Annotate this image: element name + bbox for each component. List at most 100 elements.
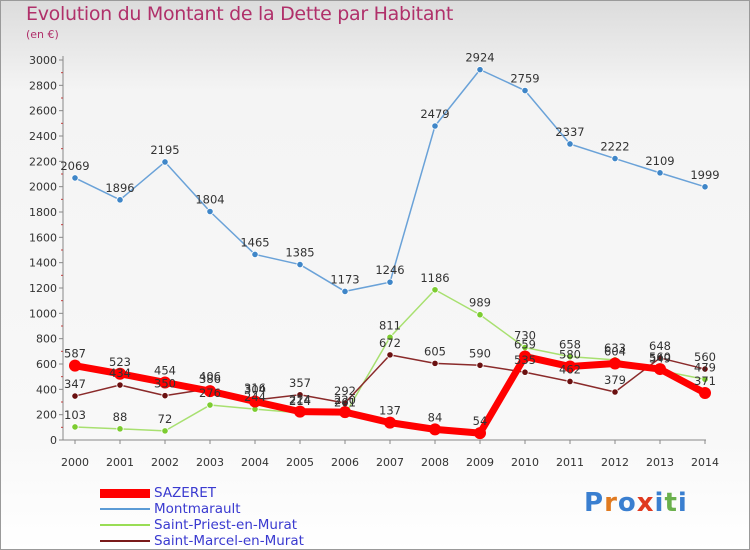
y-tick-label: 3000: [29, 54, 57, 67]
data-label: 347: [64, 377, 86, 391]
data-label: 2924: [465, 51, 494, 65]
x-tick-label: 2013: [646, 456, 674, 469]
data-label: 2195: [150, 143, 179, 157]
data-point: [71, 174, 79, 182]
y-tick-label: 600: [36, 358, 57, 371]
data-label: 633: [604, 341, 626, 355]
data-point: [71, 423, 79, 431]
data-label: 587: [64, 347, 86, 361]
data-label: 244: [244, 390, 266, 404]
chart-subtitle: (en €): [26, 28, 59, 41]
data-point: [566, 353, 574, 361]
y-tick-label: 1200: [29, 282, 57, 295]
series-line-1: [74, 68, 706, 293]
data-label: 84: [428, 410, 443, 424]
data-label: 811: [379, 318, 401, 332]
data-label: 386: [199, 372, 221, 386]
data-label: 659: [514, 338, 536, 352]
data-label: 224: [289, 393, 311, 407]
data-label: 2479: [420, 107, 449, 121]
y-tick-label: 2000: [29, 181, 57, 194]
data-label: 479: [694, 360, 716, 374]
data-label: 406: [199, 370, 221, 384]
y-tick-label: 2600: [29, 105, 57, 118]
data-label: 560: [649, 350, 671, 364]
data-point: [386, 278, 394, 286]
data-label: 560: [694, 350, 716, 364]
data-point: [699, 387, 711, 400]
x-tick-label: 2007: [376, 456, 404, 469]
legend-label: SAZERET: [154, 485, 216, 501]
logo-letter: x: [636, 488, 655, 518]
data-point: [701, 365, 709, 373]
data-point: [114, 367, 126, 380]
data-point: [474, 427, 486, 440]
y-tick-label: 200: [36, 409, 57, 422]
data-label: 88: [113, 410, 128, 424]
legend-swatch: [100, 508, 150, 510]
data-point: [386, 333, 394, 341]
data-label: 730: [514, 329, 536, 343]
data-point: [296, 391, 304, 399]
logo-letter: o: [617, 488, 637, 518]
data-point: [611, 388, 619, 396]
y-tick-label: 2800: [29, 79, 57, 92]
data-label: 350: [154, 377, 176, 391]
data-label: 214: [289, 394, 311, 408]
data-label: 658: [559, 338, 581, 352]
data-label: 201: [334, 396, 356, 410]
x-tick-label: 2003: [196, 456, 224, 469]
data-label: 2069: [60, 159, 89, 173]
data-point: [611, 154, 619, 163]
data-point: [249, 395, 261, 408]
data-label: 605: [424, 344, 446, 358]
x-tick-label: 2008: [421, 456, 449, 469]
data-label: 316: [244, 381, 266, 395]
logo-letter: P: [584, 488, 605, 518]
y-tick-label: 2400: [29, 130, 57, 143]
data-label: 434: [109, 366, 131, 380]
y-tick-label: 0: [50, 434, 57, 447]
data-point: [161, 392, 169, 400]
x-tick-label: 2005: [286, 456, 314, 469]
data-point: [386, 351, 394, 359]
y-tick-label: 400: [36, 383, 57, 396]
data-point: [384, 416, 396, 429]
y-tick-label: 1400: [29, 257, 57, 270]
data-point: [701, 375, 709, 383]
data-point: [69, 359, 81, 372]
chart-title: Evolution du Montant de la Dette par Hab…: [26, 3, 454, 25]
legend-label: Saint-Marcel-en-Murat: [154, 533, 304, 549]
data-point: [429, 423, 441, 436]
data-label: 2337: [555, 125, 584, 139]
data-point: [159, 376, 171, 389]
data-point: [251, 250, 259, 259]
x-tick-label: 2012: [601, 456, 629, 469]
data-label: 2222: [600, 140, 629, 154]
legend-swatch: [100, 488, 150, 498]
data-point: [656, 354, 664, 362]
data-point: [431, 286, 439, 294]
x-tick-label: 2002: [151, 456, 179, 469]
data-point: [476, 361, 484, 369]
data-point: [564, 360, 576, 373]
data-point: [566, 377, 574, 386]
logo-letter: i: [654, 488, 665, 518]
data-label: 523: [109, 355, 131, 369]
data-label: 304: [244, 382, 266, 396]
data-point: [609, 357, 621, 370]
data-point: [161, 158, 169, 166]
data-point: [476, 311, 484, 319]
data-label: 1186: [420, 271, 449, 285]
y-tick-label: 1000: [29, 307, 57, 320]
legend-label: Saint-Priest-en-Murat: [154, 517, 298, 533]
data-label: 276: [199, 386, 221, 400]
data-label: 549: [649, 351, 671, 365]
data-label: 672: [379, 336, 401, 350]
data-label: 580: [559, 348, 581, 362]
data-point: [431, 359, 439, 367]
data-label: 2759: [510, 72, 539, 86]
data-label: 103: [64, 408, 86, 422]
data-label: 72: [158, 412, 173, 426]
